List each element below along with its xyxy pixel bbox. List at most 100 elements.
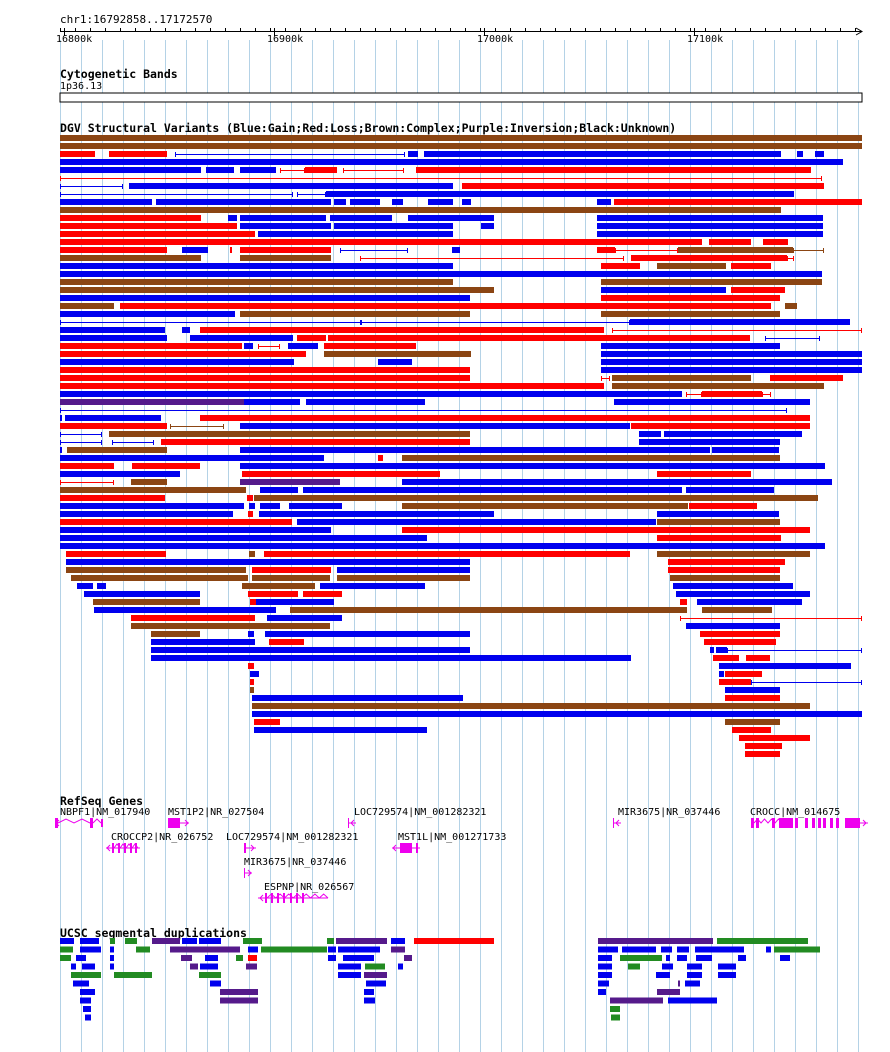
segmental-duplication[interactable] <box>181 955 192 961</box>
dgv-variant[interactable] <box>240 311 470 317</box>
dgv-variant[interactable] <box>132 463 200 469</box>
dgv-variant[interactable] <box>120 303 771 309</box>
segmental-duplication[interactable] <box>110 955 114 961</box>
dgv-variant[interactable] <box>97 583 106 589</box>
dgv-variant[interactable] <box>77 583 93 589</box>
dgv-variant[interactable] <box>657 471 751 477</box>
dgv-variant[interactable] <box>392 199 403 205</box>
dgv-variant[interactable] <box>60 167 201 173</box>
segmental-duplication[interactable] <box>110 938 115 944</box>
dgv-variant[interactable] <box>240 447 710 453</box>
dgv-variant[interactable] <box>320 583 425 589</box>
dgv-variant[interactable] <box>402 455 780 461</box>
dgv-variant[interactable] <box>260 487 298 493</box>
segmental-duplication[interactable] <box>73 980 89 987</box>
dgv-variant[interactable] <box>252 575 330 581</box>
segmental-duplication[interactable] <box>246 963 257 970</box>
dgv-variant[interactable] <box>60 295 470 301</box>
segmental-duplication[interactable] <box>391 946 405 953</box>
dgv-variant[interactable] <box>252 711 862 717</box>
dgv-variant[interactable] <box>639 431 661 437</box>
segmental-duplication[interactable] <box>610 1006 620 1012</box>
gene-label[interactable]: LOC729574|NM_001282321 <box>354 807 487 818</box>
segmental-duplication[interactable] <box>717 938 808 944</box>
dgv-variant[interactable] <box>60 391 682 397</box>
dgv-variant[interactable] <box>240 479 340 485</box>
dgv-variant[interactable] <box>288 343 318 349</box>
dgv-variant[interactable] <box>673 583 793 589</box>
dgv-variant[interactable] <box>60 543 825 549</box>
dgv-variant[interactable] <box>700 631 780 637</box>
dgv-variant[interactable] <box>739 735 810 741</box>
segmental-duplication[interactable] <box>60 946 73 953</box>
dgv-variant[interactable] <box>702 607 772 613</box>
dgv-variant[interactable] <box>657 511 779 517</box>
dgv-variant[interactable] <box>60 135 862 141</box>
dgv-variant[interactable] <box>60 247 167 253</box>
dgv-variant[interactable] <box>60 159 843 165</box>
segmental-duplication[interactable] <box>110 946 114 953</box>
segmental-duplication[interactable] <box>152 938 180 944</box>
gene-exon[interactable] <box>168 818 180 828</box>
dgv-variant[interactable] <box>712 447 779 453</box>
dgv-variant[interactable] <box>350 199 380 205</box>
dgv-variant[interactable] <box>109 431 470 437</box>
dgv-variant[interactable] <box>597 247 615 253</box>
dgv-variant[interactable] <box>60 311 235 317</box>
dgv-variant[interactable] <box>264 551 630 557</box>
dgv-variant[interactable] <box>60 495 165 501</box>
dgv-variant[interactable] <box>797 151 803 157</box>
segmental-duplication[interactable] <box>677 946 689 953</box>
segmental-duplication[interactable] <box>610 997 663 1004</box>
gene-exon[interactable] <box>818 818 821 828</box>
segmental-duplication[interactable] <box>661 946 672 953</box>
segmental-duplication[interactable] <box>657 989 680 995</box>
gene-exon[interactable] <box>348 818 349 828</box>
dgv-variant[interactable] <box>267 615 342 621</box>
gene-label[interactable]: NBPF1|NM_017940 <box>60 807 151 818</box>
dgv-variant[interactable] <box>424 151 781 157</box>
dgv-variant[interactable] <box>161 439 470 445</box>
dgv-variant[interactable] <box>719 671 724 677</box>
dgv-variant[interactable] <box>337 575 470 581</box>
dgv-variant[interactable] <box>668 559 785 565</box>
segmental-duplication[interactable] <box>364 989 374 995</box>
dgv-variant[interactable] <box>60 423 167 429</box>
dgv-variant[interactable] <box>601 287 726 293</box>
dgv-variant[interactable] <box>228 215 237 221</box>
dgv-variant[interactable] <box>745 743 782 749</box>
segmental-duplication[interactable] <box>598 972 612 978</box>
dgv-variant[interactable] <box>601 359 862 365</box>
dgv-variant[interactable] <box>66 567 246 573</box>
segmental-duplication[interactable] <box>261 946 327 953</box>
dgv-variant[interactable] <box>725 711 810 717</box>
segmental-duplication[interactable] <box>80 997 91 1004</box>
dgv-variant[interactable] <box>60 327 165 333</box>
segmental-duplication[interactable] <box>738 955 746 961</box>
segmental-duplication[interactable] <box>414 938 494 944</box>
gene-exon[interactable] <box>416 843 418 853</box>
gene-exon[interactable] <box>845 818 848 828</box>
dgv-variant[interactable] <box>60 263 453 269</box>
segmental-duplication[interactable] <box>80 989 95 995</box>
dgv-variant[interactable] <box>250 599 260 605</box>
gene-exon[interactable] <box>296 893 298 903</box>
dgv-variant[interactable] <box>60 343 242 349</box>
segmental-duplication[interactable] <box>696 955 712 961</box>
gene-exon[interactable] <box>302 893 304 903</box>
dgv-variant[interactable] <box>249 551 255 557</box>
dgv-variant[interactable] <box>719 679 751 685</box>
dgv-variant[interactable] <box>60 383 604 389</box>
dgv-variant[interactable] <box>452 247 460 253</box>
gene-exon[interactable] <box>823 818 826 828</box>
gene-label[interactable]: MST1P2|NR_027504 <box>168 807 265 818</box>
gene-exon[interactable] <box>756 818 759 828</box>
gene-exon[interactable] <box>848 818 860 828</box>
gene-exon[interactable] <box>790 818 793 828</box>
dgv-variant[interactable] <box>597 199 611 205</box>
dgv-variant[interactable] <box>60 455 324 461</box>
dgv-variant[interactable] <box>60 487 246 493</box>
gene-exon[interactable] <box>751 818 754 828</box>
dgv-variant[interactable] <box>248 591 298 597</box>
segmental-duplication[interactable] <box>82 963 95 970</box>
